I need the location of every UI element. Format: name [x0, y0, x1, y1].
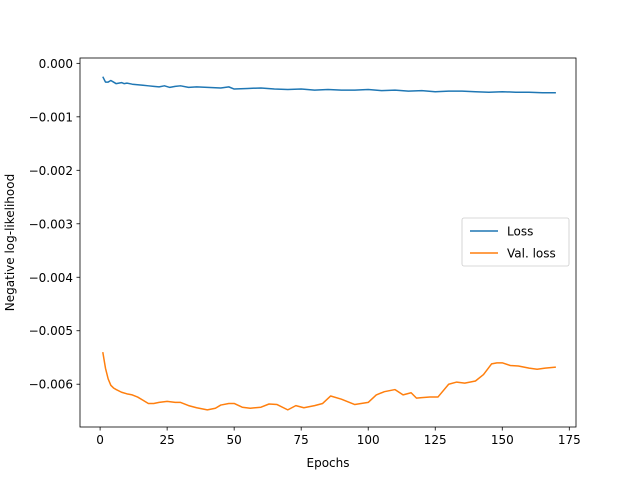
y-tick-label: −0.003 — [29, 217, 73, 231]
y-axis-ticks: 0.000 −0.001 −0.002 −0.003 −0.004 −0.005 −0.00… — [29, 57, 80, 392]
legend-entry: Loss — [507, 225, 533, 239]
x-axis-label: Epochs — [307, 456, 350, 470]
y-axis-label: Negative log-likelihood — [3, 174, 17, 311]
x-tick-label: 175 — [558, 433, 581, 447]
series-layer — [102, 76, 556, 411]
x-tick-label: 0 — [96, 433, 104, 447]
legend-box — [461, 217, 570, 267]
plot-area — [79, 57, 577, 428]
y-tick-label: −0.005 — [29, 324, 73, 338]
legend: Loss Val. loss — [461, 217, 570, 267]
y-tick-label: −0.004 — [29, 271, 73, 285]
y-tick-label: −0.002 — [29, 164, 73, 178]
x-tick-label: 25 — [159, 433, 174, 447]
y-tick-label: −0.006 — [29, 378, 73, 392]
x-tick-label: 150 — [491, 433, 514, 447]
x-tick-label: 50 — [227, 433, 242, 447]
x-tick-label: 125 — [424, 433, 447, 447]
x-axis-ticks: 0 25 50 75 100 125 150 175 — [96, 427, 581, 447]
y-tick-label: 0.000 — [39, 57, 73, 71]
plot-frame — [79, 57, 577, 428]
series-line-0 — [102, 76, 556, 94]
legend-entry: Val. loss — [507, 247, 556, 261]
series-line-1 — [102, 352, 556, 411]
x-tick-label: 100 — [357, 433, 380, 447]
x-tick-label: 75 — [294, 433, 309, 447]
y-tick-label: −0.001 — [29, 110, 73, 124]
